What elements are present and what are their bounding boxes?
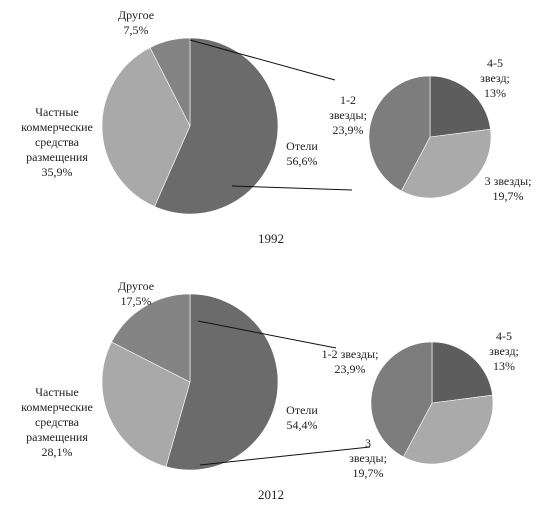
- main-slice-label-0-0: Отели 56,6%: [286, 139, 318, 168]
- sub-slice-label-0-0: 4-5 звезд; 13%: [480, 56, 510, 100]
- chart-1992: Отели 56,6% Частные коммерческие средства раз…: [21, 8, 531, 246]
- sub-pie-1-slice-1: [402, 394, 494, 465]
- sub-slice-label-1-1: 3 звезды; 19,7%: [349, 436, 387, 480]
- connector-line-1-0: [197, 320, 337, 349]
- sub-slice-label-0-2: 1-2 звезды; 23,9%: [329, 93, 367, 137]
- sub-pie-1-slice-0: [431, 341, 493, 404]
- sub-pie-0-slice-2: [368, 75, 431, 192]
- main-pie-1-slice-0: [165, 293, 279, 471]
- sub-pie-0-slice-1: [400, 128, 492, 199]
- main-pie-1-slice-2: [111, 293, 191, 383]
- main-slice-label-0-2: Другое 7,5%: [118, 8, 154, 37]
- main-pie-1-slice-1: [101, 341, 191, 468]
- connector-line-0-0: [189, 39, 336, 81]
- main-pie-0-slice-0: [154, 37, 279, 215]
- main-pie-0-slice-2: [149, 37, 191, 127]
- sub-slice-label-0-1: 3 звезды; 19,7%: [485, 174, 532, 203]
- main-slice-label-1-1: Частные коммерческие средства размещения 28,…: [21, 385, 93, 459]
- chart-2012: Отели 54,4% Частные коммерческие средства раз…: [21, 279, 519, 502]
- sub-pie-1-slice-2: [370, 341, 433, 458]
- chart-year-label: 1992: [258, 231, 284, 246]
- connector-line-0-1: [231, 185, 353, 191]
- sub-slice-label-1-0: 4-5 звезд; 13%: [489, 329, 519, 373]
- main-pie-0-slice-1: [101, 47, 191, 207]
- sub-slice-label-1-2: 1-2 звезды; 23,9%: [322, 347, 379, 376]
- chart-year-label: 2012: [258, 487, 284, 502]
- main-slice-label-1-2: Другое 17,5%: [118, 279, 154, 308]
- sub-pie-0-slice-0: [429, 75, 491, 138]
- main-slice-label-1-0: Отели 54,4%: [286, 403, 318, 432]
- main-slice-label-0-1: Частные коммерческие средства размещения 35,…: [21, 105, 93, 179]
- connector-line-1-1: [199, 446, 371, 466]
